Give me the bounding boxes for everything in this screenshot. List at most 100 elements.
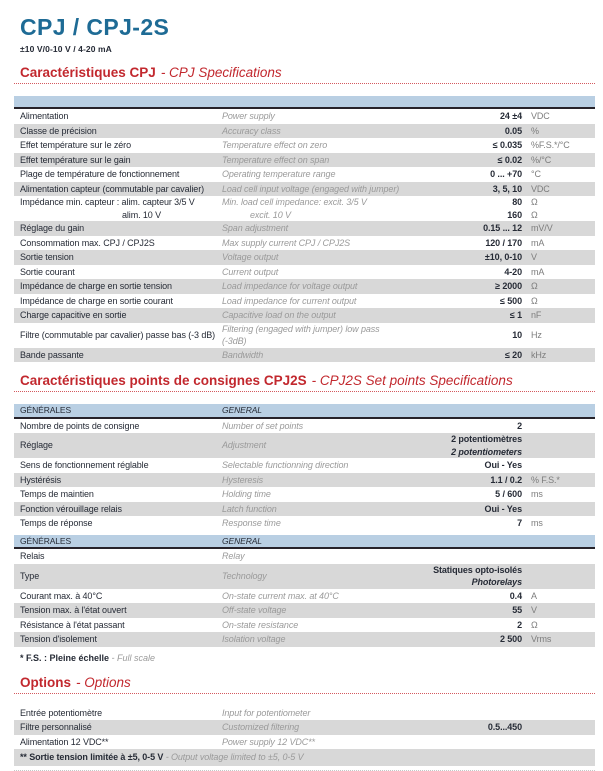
row-label-fr-line1: Nombre de points de consigne [20,420,140,431]
row-label-en-line1: Min. load cell impedance: excit. 3/5 V [222,197,367,207]
row-value: Statiques opto-isolés Photorelays [402,564,522,589]
row-value-line1: 1.1 / 0.2 [490,474,522,485]
row-unit-line1: ms [531,489,543,499]
row-label-fr-line1: Courant max. à 40°C [20,590,103,601]
row-label-en: Technology [222,570,402,583]
row-unit-line1: Hz [531,329,542,340]
row-label-en: Temperature effect on zero [222,139,402,152]
row-unit: VDC [522,110,586,123]
row-value: 3, 5, 10 [402,183,522,196]
section-heading: Caractéristiques CPJ - CPJ Specifications [14,66,595,84]
row-label-fr-line1: Tension max. à l'état ouvert [20,605,127,615]
row-value: ≤ 1 [402,309,522,322]
table-row: Réglage du gain Span adjustment 0.15 ... 1… [14,221,595,236]
row-label-en-line1: Voltage output [222,252,279,262]
row-unit: V [522,604,586,617]
row-unit: ms [522,488,586,501]
row-label-en: Filtering (engaged with jumper) low pass… [222,323,402,348]
row-label-en-line1: Technology [222,570,267,581]
section-heading-bold: Caractéristiques points de consignes CPJ… [20,373,307,388]
table-row: Sortie tension Voltage output ±10, 0-10 V [14,250,595,265]
row-value: ≤ 0.035 [402,139,522,152]
row-label-en: Hysteresis [222,474,402,487]
row-value-line1: Statiques opto-isolés [433,564,522,575]
row-value: 10 [402,329,522,342]
row-label-fr-line1: Tension d'isolement [20,634,97,644]
table-row: Type Technology Statiques opto-isolés Photo… [14,563,595,589]
row-unit-line1: nF [531,310,542,320]
row-value: 0 ... +70 [402,168,522,181]
row-unit: Ω [522,295,586,308]
row-value-line1: 0.05 [504,125,522,136]
row-value: Oui - Yes [402,459,523,472]
row-label-en-line1: Temperature effect on zero [222,140,328,150]
row-value-line1: 2 500 [499,634,522,644]
row-label-fr-line1: Sens de fonctionnement réglable [20,460,149,470]
row-label-fr-line1: Plage de température de fonctionnement [20,169,180,179]
table-row: Filtre (commutable par cavalier) passe b… [14,323,595,348]
row-label-en-line1: Bandwidth [222,349,264,360]
page-title: CPJ / CPJ-2S [20,14,170,40]
row-label-en: Span adjustment [222,222,402,235]
table-row: Alimentation 12 VDC** Power supply 12 VDC… [14,735,595,750]
row-label-fr: Bande passante [20,349,222,362]
table-row: Temps de réponse Response time 7 ms [14,516,595,531]
row-unit-line1: %F.S.*/°C [531,140,570,150]
row-label-en: Power supply 12 VDC** [222,736,402,749]
section: Caractéristiques CPJ - CPJ Specifications… [0,66,603,362]
row-label-fr: Tension max. à l'état ouvert [20,604,222,617]
row-value: 0.15 ... 12 [402,222,522,235]
table-row: Impédance min. capteur : alim. capteur 3… [14,196,595,221]
document-header: CPJ / CPJ-2S ±10 V/0-10 V / 4-20 mA [0,0,603,54]
table-row: Sens de fonctionnement réglable Selectabl… [14,458,595,473]
row-label-en: Capacitive load on the output [222,309,402,322]
row-label-en: Selectable functionning direction [222,459,402,472]
row-unit-line1: °C [531,169,541,179]
table-row: Effet température sur le zéro Temperature… [14,138,595,153]
row-label-en: Response time [222,517,402,530]
row-value-line1: Oui - Yes [484,460,523,470]
row-unit: nF [522,309,586,322]
table-row: Courant max. à 40°C On-state current max.… [14,589,595,604]
section-heading-bold: Caractéristiques CPJ [20,65,156,80]
row-label-en-line1: Power supply [222,111,275,121]
table-row: Relais Relay [14,549,595,564]
table-header-en: GENERAL [222,405,262,415]
table-header-row: GÉNÉRALES GENERAL [14,404,595,419]
table-row: Alimentation Power supply 24 ±4 VDC [14,109,595,124]
row-value: 0.05 [402,125,522,138]
section-heading-italic: - CPJ Specifications [160,65,282,80]
table-row: Plage de température de fonctionnement Op… [14,167,595,182]
row-label-fr-line1: Effet température sur le zéro [20,140,131,150]
row-unit-line1: Vrms [531,634,552,644]
row-label-fr: Consommation max. CPJ / CPJ2S [20,237,222,250]
row-label-fr: Relais [20,550,222,563]
row-label-fr-line1: Bande passante [20,349,84,360]
row-value: ±10, 0-10 [402,251,522,264]
row-unit-line1: V [531,605,537,615]
row-label-fr-line1: Fonction vérouillage relais [20,503,122,514]
table-row: Résistance à l'état passant On-state resi… [14,618,595,633]
row-label-fr-line2: alim. 10 V [122,209,162,220]
row-label-fr: Impédance min. capteur : alim. capteur 3… [20,196,222,221]
row-value: 5 / 600 [402,488,522,501]
row-label-en: Voltage output [222,251,402,264]
row-label-en-line1: Temperature effect on span [222,154,330,165]
table-row: Temps de maintien Holding time 5 / 600 ms [14,487,595,502]
row-value: 2 500 [402,633,522,646]
section-footnote-bold: * F.S. : Pleine échelle [20,652,110,663]
row-label-fr: Réglage du gain [20,222,222,235]
row-label-en-line1: Load cell input voltage (engaged with ju… [222,183,400,194]
row-value-line1: ≤ 0.035 [492,140,522,150]
row-value-line1: 2 potentiomètres [451,434,522,444]
section-footnote-italic: - Full scale [109,652,156,663]
table-row: Entrée potentiomètre Input for potentiome… [14,706,595,721]
row-value-line1: 7 [517,518,522,528]
row-value: 7 [402,517,522,530]
row-value: 80 160 [402,196,522,221]
section-footnote: * F.S. : Pleine échelle - Full scale [20,652,595,664]
row-label-en-line1: Current output [222,266,279,277]
row-unit-line1: Ω [531,619,538,630]
